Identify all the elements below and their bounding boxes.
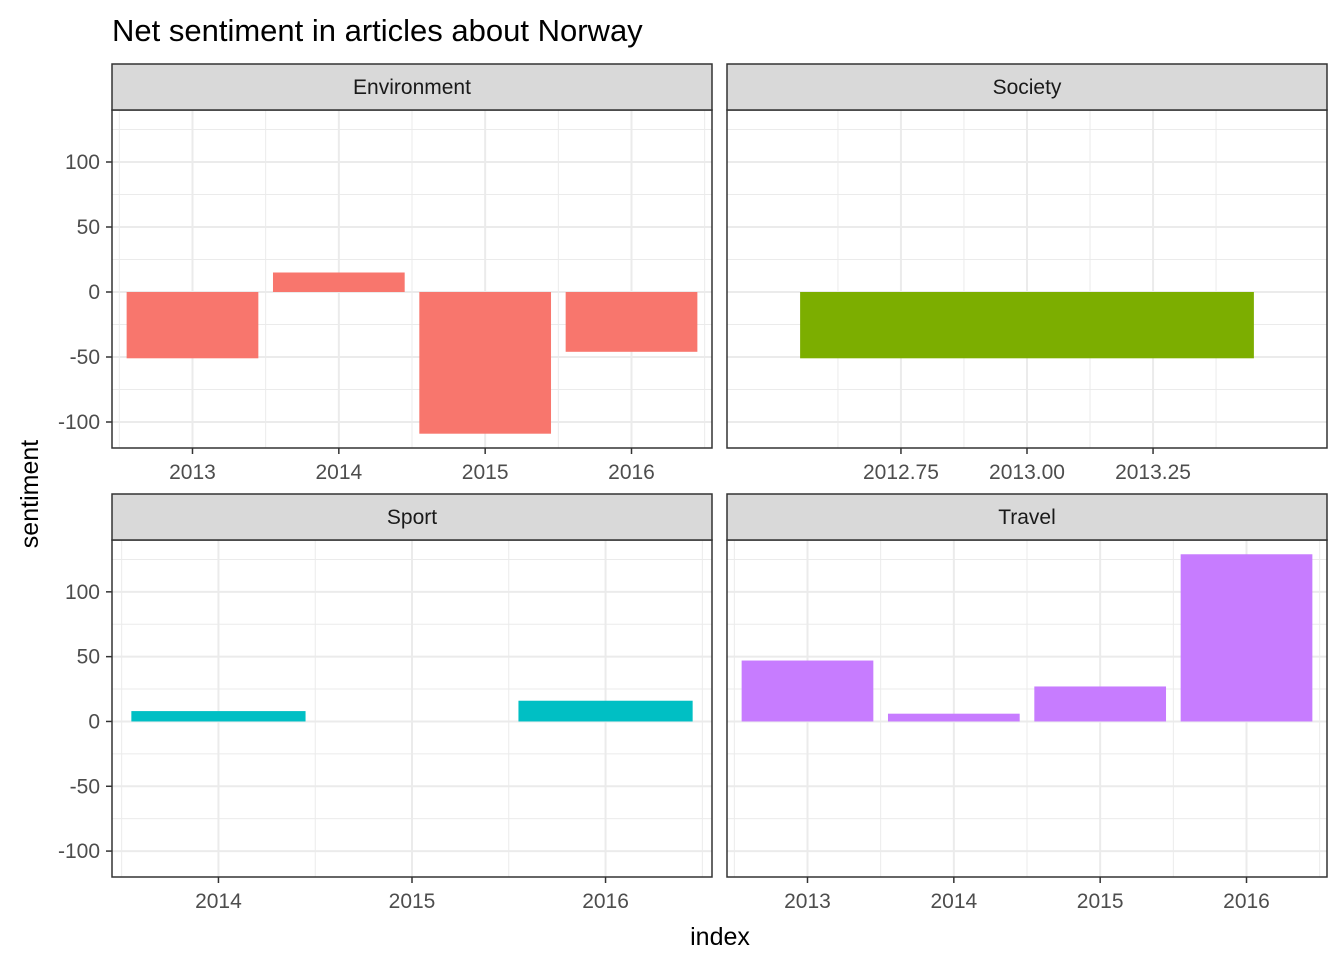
facet-panel-travel: Travel 2013 2014 2015 2016 (726, 493, 1328, 913)
x-tick-label: 2014 (315, 461, 362, 484)
facet-panel-society: Society 2012.75 2013.00 2013.25 (726, 63, 1328, 484)
bar-travel-2014 (887, 713, 1020, 722)
facet-strip-label: Society (993, 76, 1062, 99)
bar-environment-2014 (272, 272, 405, 292)
x-tick-label: 2012.75 (863, 461, 939, 484)
x-tick-label: 2013 (169, 461, 216, 484)
bar-travel-2013 (741, 660, 874, 722)
x-tick-label: 2014 (930, 890, 977, 913)
y-tick-label: 100 (65, 581, 100, 604)
facet-strip-label: Travel (998, 506, 1056, 529)
x-tick-label: 2013 (784, 890, 831, 913)
y-axis-title: sentiment (16, 440, 44, 548)
x-tick-label: 2016 (608, 461, 655, 484)
y-tick-label: -50 (70, 775, 100, 798)
facet-strip (111, 63, 713, 111)
y-tick-label: -50 (70, 346, 100, 369)
x-tick-label: 2014 (195, 890, 242, 913)
bar-travel-2015 (1034, 686, 1167, 722)
x-tick-label: 2013.00 (989, 461, 1065, 484)
x-tick-label: 2016 (582, 890, 629, 913)
x-tick-label: 2015 (1077, 890, 1124, 913)
y-tick-label: 0 (88, 281, 100, 304)
x-tick-label: 2015 (389, 890, 436, 913)
facet-strip (726, 493, 1328, 541)
x-tick-label: 2015 (462, 461, 509, 484)
bar-travel-2016 (1180, 554, 1313, 722)
facet-strip-label: Environment (353, 76, 471, 99)
facet-panel-sport: Sport 2014 2015 2016 100 50 0 -50 -100 (58, 493, 713, 913)
bar-environment-2015 (419, 292, 552, 434)
y-tick-label: 0 (88, 710, 100, 733)
y-tick-label: 50 (77, 646, 100, 669)
facet-strip-label: Sport (387, 506, 437, 529)
y-tick-label: -100 (58, 411, 100, 434)
y-tick-label: 50 (77, 216, 100, 239)
bar-environment-2013 (126, 292, 259, 359)
bar-society-2013 (800, 292, 1254, 359)
x-tick-label: 2013.25 (1115, 461, 1191, 484)
bar-sport-2014 (131, 711, 306, 722)
chart-title: Net sentiment in articles about Norway (112, 13, 643, 48)
y-tick-label: -100 (58, 840, 100, 863)
y-tick-label: 100 (65, 151, 100, 174)
x-tick-label: 2016 (1223, 890, 1270, 913)
bar-environment-2016 (565, 292, 698, 352)
facet-panels: Environment 2013 2014 2015 2016 100 50 0 -50 -100… (58, 63, 1328, 913)
facet-strip (726, 63, 1328, 111)
bar-sport-2016 (518, 700, 693, 722)
x-axis-title: index (690, 923, 750, 951)
facet-panel-environment: Environment 2013 2014 2015 2016 100 50 0 -50 -100 (58, 63, 713, 484)
facet-strip (111, 493, 713, 541)
